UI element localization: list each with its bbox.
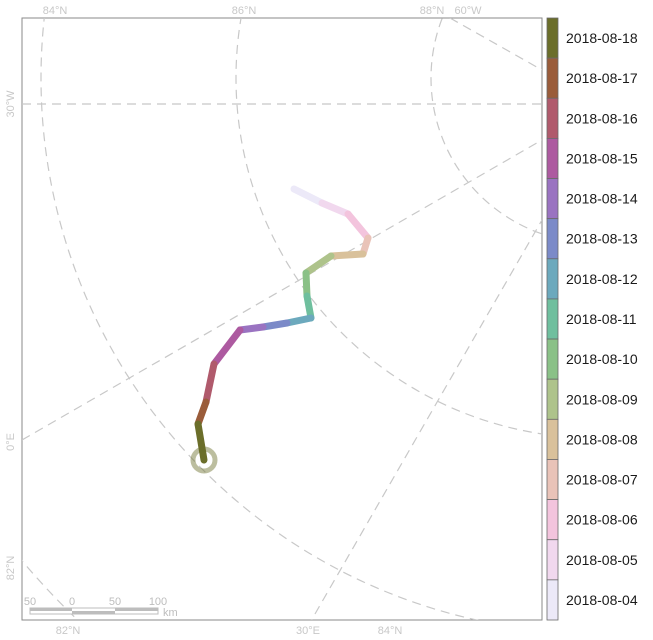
label-bottom-30e: 30°E [296,625,320,637]
meridian-30e [310,219,542,620]
start-marker-ring [190,446,218,474]
legend-label-2018-08-10: 2018-08-10 [566,351,638,367]
scale-bar-segment-1 [30,608,72,611]
scale-unit-label: km [163,607,178,619]
legend-swatch-2018-08-10 [546,338,559,380]
legend-swatch-2018-08-15 [546,137,559,179]
legend-label-2018-08-04: 2018-08-04 [566,592,638,608]
scale-tick-label: 100 [149,596,167,608]
legend-swatch-2018-08-12 [546,258,559,300]
track-segment-2018-08-13 [259,319,291,331]
label-left-0e: 0°E [5,433,17,451]
track-segment-2018-08-08 [327,250,367,260]
track-segment-2018-08-05 [318,199,352,218]
legend-swatch-2018-08-13 [546,218,559,260]
drift-track [194,185,372,464]
legend-label-2018-08-13: 2018-08-13 [566,231,638,247]
legend-swatch-2018-08-11 [546,298,559,340]
legend-swatch-2018-08-18 [546,17,559,59]
legend-swatch-2018-08-08 [546,418,559,460]
map-panel [21,17,543,621]
date-legend: 2018-08-18 2018-08-17 2018-08-16 2018-08-15… [546,17,638,621]
legend-swatch-2018-08-16 [546,97,559,139]
label-top-84n: 84°N [43,5,68,17]
legend-label-2018-08-06: 2018-08-06 [566,512,638,528]
legend-label-2018-08-15: 2018-08-15 [566,150,638,166]
legend-label-2018-08-18: 2018-08-18 [566,30,638,46]
track-segment-2018-08-15 [210,326,244,368]
legend-swatch-2018-08-14 [546,178,559,220]
scale-tick-label: 0 [69,596,75,608]
legend-swatch-2018-08-05 [546,539,559,581]
legend-swatch-2018-08-07 [546,459,559,501]
track-segment-2018-08-09 [302,252,335,277]
latitude-circle-88 [430,18,542,235]
track-segment-2018-08-14 [236,323,267,334]
track-segment-2018-08-11 [303,292,315,322]
legend-label-2018-08-17: 2018-08-17 [566,70,638,86]
track-segment-2018-08-12 [283,314,315,327]
meridian-60w [449,18,542,71]
label-left-82n: 82°N [5,556,17,581]
label-top-60w: 60°W [454,5,482,17]
latitude-circle-84 [40,18,480,620]
legend-label-2018-08-14: 2018-08-14 [566,191,638,207]
track-segment-2018-08-16 [202,360,218,406]
track-segment-2018-08-04 [290,185,326,207]
scale-bar: 50 0 50 100 km [24,596,178,619]
legend-label-2018-08-07: 2018-08-07 [566,472,638,488]
start-marker [190,446,218,474]
legend-label-2018-08-16: 2018-08-16 [566,110,638,126]
legend-label-2018-08-08: 2018-08-08 [566,431,638,447]
scale-bar-segment-2 [72,611,115,614]
label-bottom-84n: 84°N [378,625,403,637]
track-segment-2018-08-17 [194,398,210,428]
graticule-labels: 84°N 86°N 88°N 60°W 30°W 0°E 82°N 82°N 3… [5,5,482,637]
legend-label-2018-08-09: 2018-08-09 [566,391,638,407]
legend-swatch-2018-08-06 [546,499,559,541]
latitude-circle-86 [235,18,542,435]
label-bottom-82n: 82°N [56,625,81,637]
label-left-30w: 30°W [5,90,17,118]
track-segment-2018-08-10 [302,269,311,300]
scale-tick-label: 50 [109,596,121,608]
meridian-0e [22,139,542,441]
track-segment-2018-08-06 [344,210,372,242]
scale-tick-label: 50 [24,596,36,608]
scale-bar-segment-3 [115,608,158,611]
legend-label-2018-08-12: 2018-08-12 [566,271,638,287]
legend-label-2018-08-11: 2018-08-11 [566,311,637,327]
label-top-88n: 88°N [420,5,445,17]
track-segment-2018-08-18 [194,420,208,464]
legend-label-2018-08-05: 2018-08-05 [566,552,638,568]
legend-swatch-2018-08-17 [546,57,559,99]
legend-swatch-2018-08-09 [546,378,559,420]
label-top-86n: 86°N [232,5,257,17]
legend-swatch-2018-08-04 [546,579,559,621]
